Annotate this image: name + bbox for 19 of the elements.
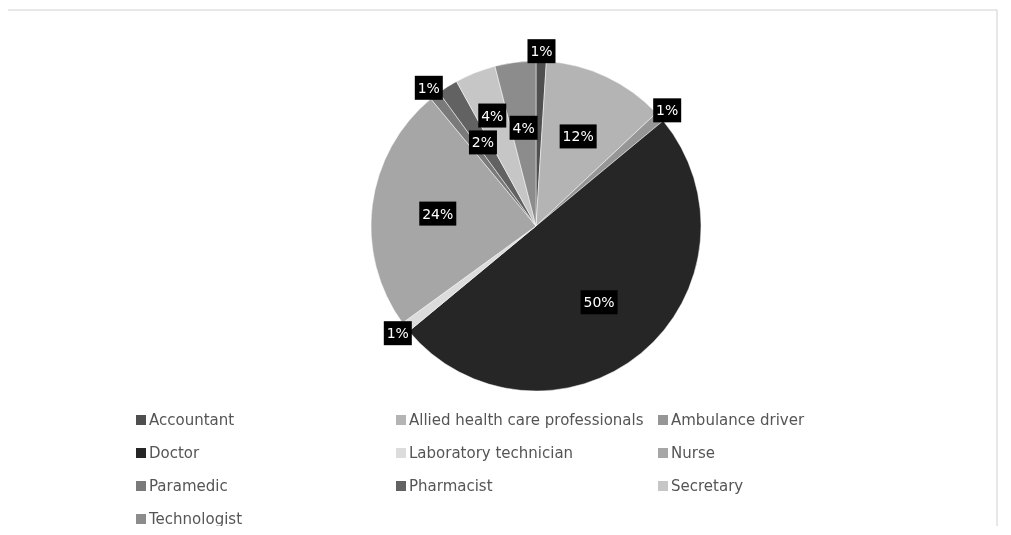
data-label: 4% — [512, 119, 535, 136]
legend-label: Nurse — [671, 444, 715, 462]
legend-label: Laboratory technician — [409, 444, 574, 462]
data-label: 1% — [386, 325, 409, 342]
legend-label: Secretary — [671, 477, 744, 495]
legend-label: Ambulance driver — [671, 411, 805, 429]
legend-label: Paramedic — [149, 477, 228, 495]
data-label: 1% — [530, 43, 553, 60]
legend-label: Accountant — [149, 411, 235, 429]
data-label: 1% — [656, 102, 679, 119]
data-label: 12% — [562, 128, 594, 145]
data-label: 50% — [583, 294, 615, 311]
legend-label: Pharmacist — [409, 477, 493, 495]
data-label: 2% — [471, 134, 495, 151]
data-label: 24% — [422, 205, 454, 222]
data-label: 4% — [481, 107, 504, 124]
data-label: 1% — [417, 79, 440, 96]
legend-label: Doctor — [149, 444, 201, 462]
legend-label: Allied health care professionals — [409, 411, 644, 429]
